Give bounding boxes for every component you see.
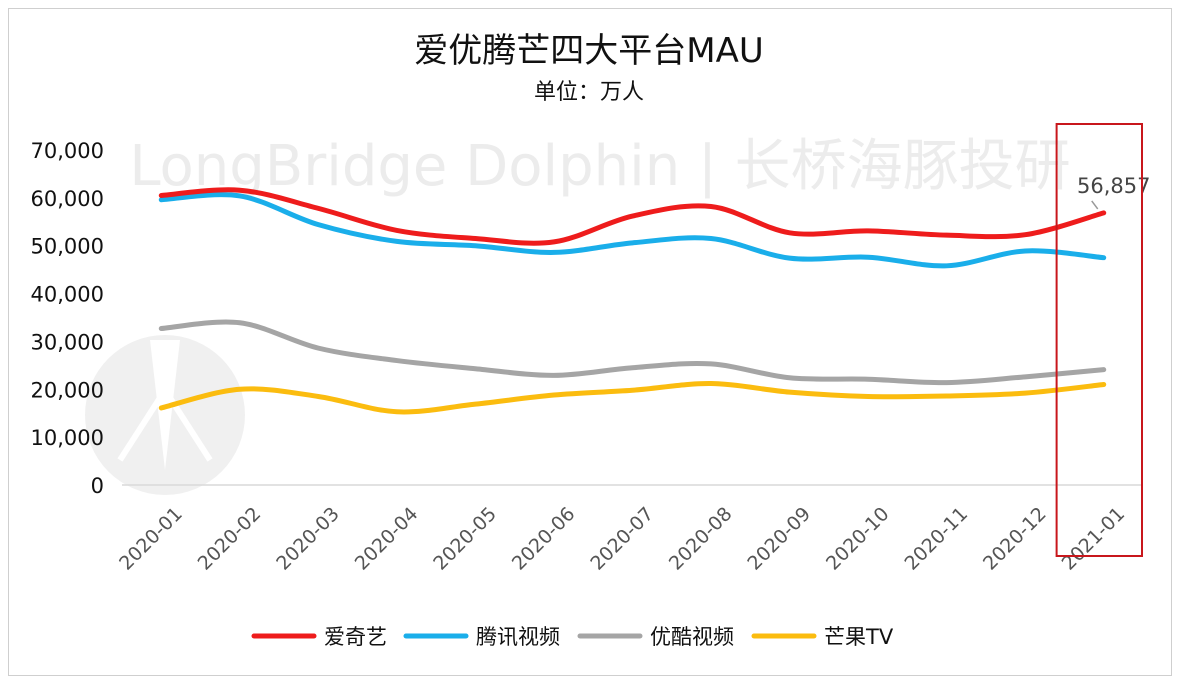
x-tick-label: 2020-04 (351, 503, 423, 575)
y-tick-label: 60,000 (31, 187, 104, 211)
chart-subtitle: 单位：万人 (534, 80, 644, 105)
y-tick-label: 10,000 (31, 426, 104, 450)
y-tick-label: 20,000 (31, 378, 104, 402)
y-axis: 70,000 60,000 50,000 40,000 30,000 20,000 10,0… (31, 139, 104, 498)
x-tick-label: 2020-10 (822, 503, 894, 575)
legend-label: 腾讯视频 (476, 625, 560, 649)
x-axis: 2020-01 2020-02 2020-03 2020-04 2020-05 2020-… (115, 503, 1129, 575)
legend-label: 优酷视频 (650, 625, 734, 649)
x-tick-label: 2020-07 (586, 503, 658, 575)
x-tick-label: 2020-03 (272, 503, 344, 575)
y-tick-label: 0 (91, 474, 104, 498)
chart: LongBridge Dolphin | 长桥海豚投研 爱优腾芒四大平台MAU … (0, 0, 1182, 686)
y-tick-label: 50,000 (31, 235, 104, 259)
x-tick-label: 2020-11 (900, 503, 972, 575)
x-tick-label: 2020-01 (115, 503, 187, 575)
legend-label: 芒果TV (824, 625, 894, 649)
x-tick-label: 2020-05 (429, 503, 501, 575)
x-tick-label: 2020-08 (665, 503, 737, 575)
y-tick-label: 70,000 (31, 139, 104, 163)
legend-label: 爱奇艺 (324, 625, 387, 649)
series-line (161, 322, 1103, 383)
chart-title: 爱优腾芒四大平台MAU (414, 31, 763, 71)
watermark-text: LongBridge Dolphin | 长桥海豚投研 (129, 134, 1070, 199)
x-tick-label: 2020-09 (743, 503, 815, 575)
y-tick-label: 30,000 (31, 330, 104, 354)
y-tick-label: 40,000 (31, 283, 104, 307)
series-line (161, 384, 1103, 412)
legend: 爱奇艺 腾讯视频 优酷视频 芒果TV (254, 625, 894, 649)
x-tick-label: 2020-12 (979, 503, 1051, 575)
series-group (161, 190, 1103, 412)
x-tick-label: 2021-01 (1058, 503, 1130, 575)
watermark-logo (85, 335, 245, 495)
data-label: 56,857 (1077, 174, 1150, 198)
x-tick-label: 2020-02 (194, 503, 266, 575)
x-tick-label: 2020-06 (508, 503, 580, 575)
annotation-leader (1092, 201, 1098, 209)
annotation-group: 56,857 (1077, 174, 1150, 209)
